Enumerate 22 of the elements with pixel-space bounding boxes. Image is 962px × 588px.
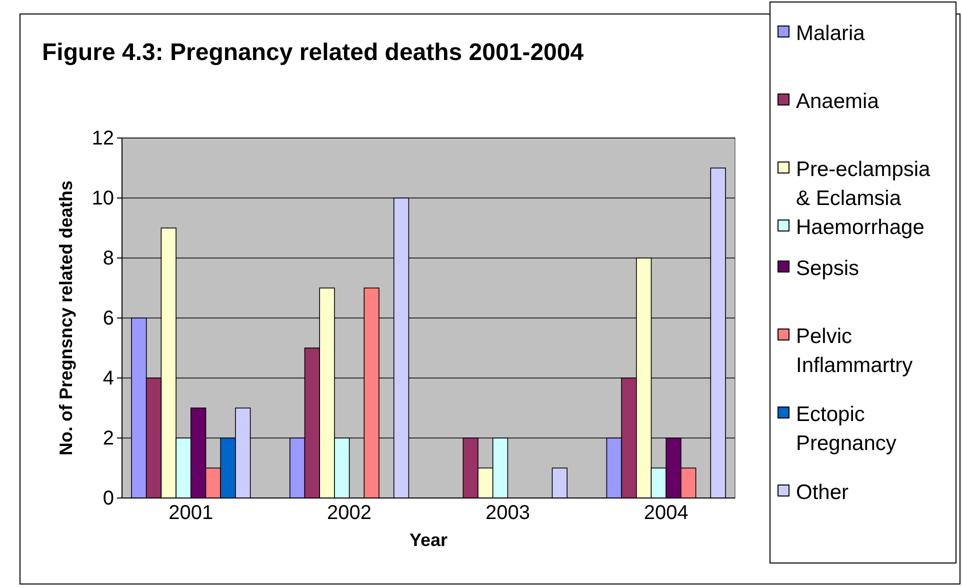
chart-title: Figure 4.3: Pregnancy related deaths 2001-2004	[42, 39, 584, 66]
y-axis-title: No. of Pregnsncy related deaths	[56, 180, 76, 456]
x-tick-label: 2003	[485, 502, 530, 524]
x-tick-label: 2001	[168, 502, 214, 524]
legend-label: Ectopic Pregnancy	[796, 403, 897, 455]
y-tick-label: 12	[92, 127, 114, 150]
legend-label: Pre-eclampsia & Eclamsia	[796, 158, 931, 210]
y-tick-label: 6	[102, 307, 114, 330]
x-axis-title: Year	[409, 530, 448, 550]
legend-label: Other	[796, 481, 849, 504]
legend-label: Pelvic Inflammartry	[796, 325, 914, 377]
legend-label: Anaemia	[796, 90, 880, 113]
x-tick-label: 2002	[327, 502, 372, 524]
legend-label: Haemorrhage	[796, 216, 924, 239]
legend-label: Sepsis	[796, 257, 860, 280]
legend-label: Malaria	[796, 22, 866, 45]
y-tick-label: 0	[102, 487, 114, 510]
y-tick-label: 4	[102, 367, 114, 390]
y-tick-label: 8	[102, 247, 114, 270]
y-tick-label: 10	[92, 187, 114, 210]
x-tick-label: 2004	[644, 502, 688, 524]
y-tick-label: 2	[102, 427, 114, 450]
